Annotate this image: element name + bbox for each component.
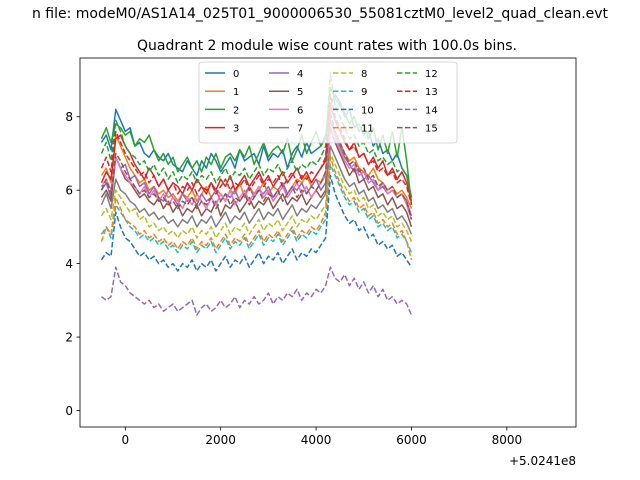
series-line-10	[100, 174, 413, 272]
series-line-8	[100, 152, 413, 242]
series-line-12	[100, 71, 413, 198]
y-tick-label: 4	[65, 257, 73, 271]
legend-label: 8	[361, 69, 367, 80]
legend-label: 4	[297, 69, 303, 80]
y-tick-label: 8	[65, 110, 73, 124]
legend-label: 11	[361, 124, 374, 135]
legend-label: 13	[425, 87, 438, 98]
chart-title: Quadrant 2 module wise count rates with …	[137, 38, 517, 54]
legend-box	[198, 61, 458, 144]
x-offset-label: +5.0241e8	[509, 454, 576, 468]
legend-label: 2	[233, 105, 239, 116]
legend-label: 14	[425, 105, 438, 116]
legend-label: 5	[297, 87, 303, 98]
series-line-6	[100, 130, 413, 220]
x-tick-label: 8000	[492, 433, 523, 447]
series-line-7	[100, 145, 413, 235]
x-tick-label: 0	[121, 433, 129, 447]
series-line-14	[101, 266, 413, 316]
legend-label: 3	[233, 124, 239, 135]
y-tick-label: 0	[65, 404, 73, 418]
legend-label: 15	[425, 124, 438, 135]
figure-suptitle: n file: modeM0/AS1A14_025T01_9000006530_…	[32, 6, 609, 22]
y-tick-label: 2	[65, 331, 73, 345]
series-lines	[100, 71, 413, 316]
legend-label: 0	[233, 69, 239, 80]
x-tick-label: 2000	[205, 433, 236, 447]
legend-label: 9	[361, 87, 367, 98]
legend-label: 12	[425, 69, 438, 80]
legend-label: 6	[297, 105, 303, 116]
legend-label: 10	[361, 105, 374, 116]
x-tick-label: 4000	[301, 433, 332, 447]
series-line-9	[100, 163, 413, 254]
series-line-5	[100, 127, 413, 228]
series-line-4	[100, 119, 413, 217]
x-tick-label: 6000	[396, 433, 427, 447]
axes-frame	[79, 57, 577, 428]
y-tick-label: 6	[65, 184, 73, 198]
series-line-15	[100, 112, 413, 220]
series-line-13	[100, 93, 413, 206]
legend-label: 1	[233, 87, 239, 98]
axis-ticks: 0 2000 4000 6000 8000 0 2 4 6 8	[65, 110, 522, 447]
legend-label: 7	[297, 124, 303, 135]
